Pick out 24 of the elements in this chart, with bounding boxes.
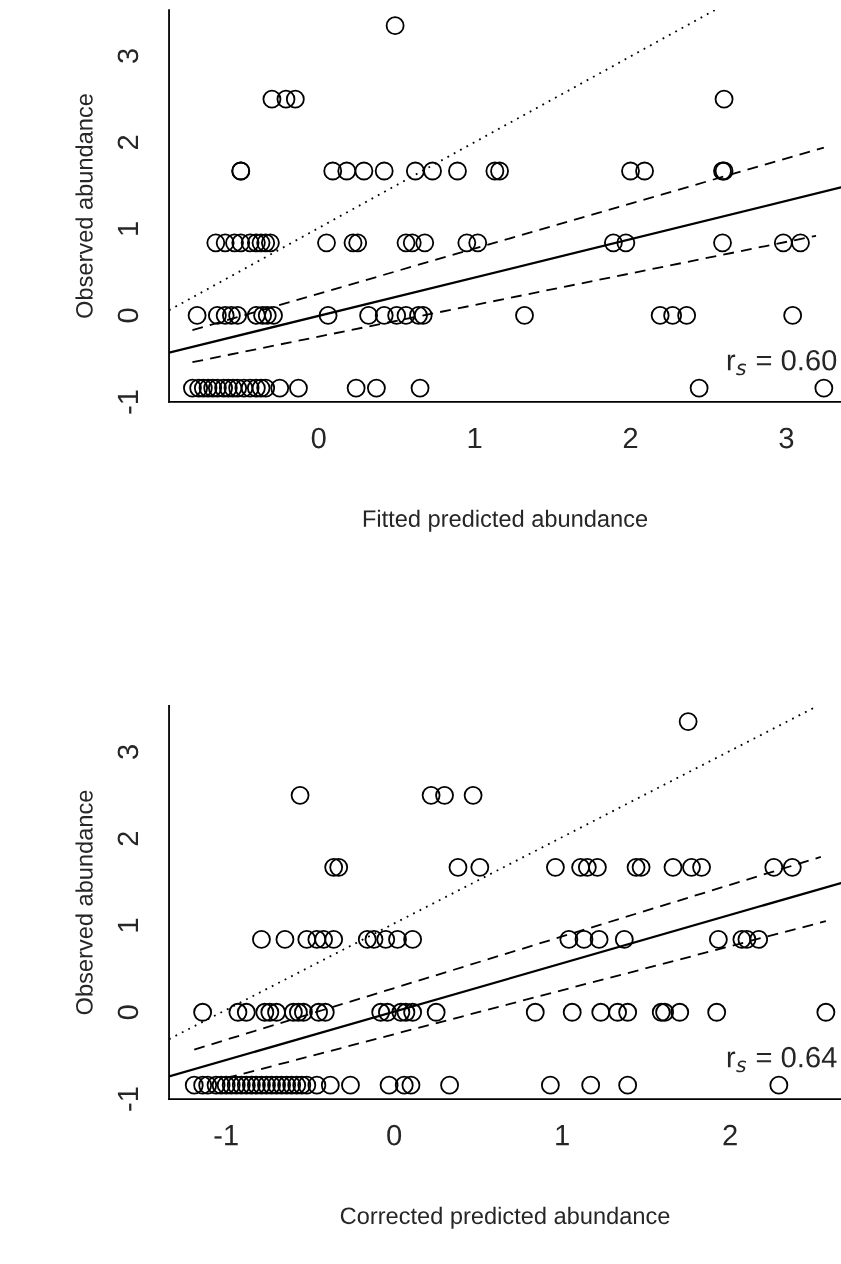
y-axis-title: Observed abundance	[75, 790, 93, 1015]
x-tick-label: 2	[723, 1124, 737, 1146]
y-tick-label: -1	[117, 390, 138, 414]
y-tick-label: 1	[117, 222, 138, 235]
y-tick-label: 3	[117, 745, 139, 759]
y-tick-label: 0	[117, 1005, 139, 1020]
y-axis-title: Observed abundance	[75, 94, 93, 318]
annotation: r$_{s}$ = 0.60	[727, 349, 837, 376]
y-tick-label: 2	[117, 832, 138, 846]
y-tick-label: 1	[117, 918, 138, 932]
x-tick-label: 1	[468, 428, 482, 449]
x-tick-label: 2	[623, 427, 638, 449]
x-tick-label: -1	[214, 1125, 238, 1146]
y-tick-label: 0	[117, 308, 139, 323]
x-axis-title: Corrected predicted abundance	[340, 1206, 670, 1229]
y-tick-label: 2	[117, 135, 138, 150]
y-tick-label: -1	[117, 1087, 138, 1111]
x-tick-label: 1	[556, 1125, 569, 1146]
x-tick-label: 0	[387, 1124, 402, 1146]
x-axis-title: Fitted predicted abundance	[363, 509, 648, 532]
annotation: r$_{s}$ = 0.64	[727, 1046, 837, 1073]
x-tick-label: 3	[779, 427, 794, 449]
x-tick-label: 0	[311, 427, 326, 449]
y-tick-label: 3	[117, 49, 139, 63]
